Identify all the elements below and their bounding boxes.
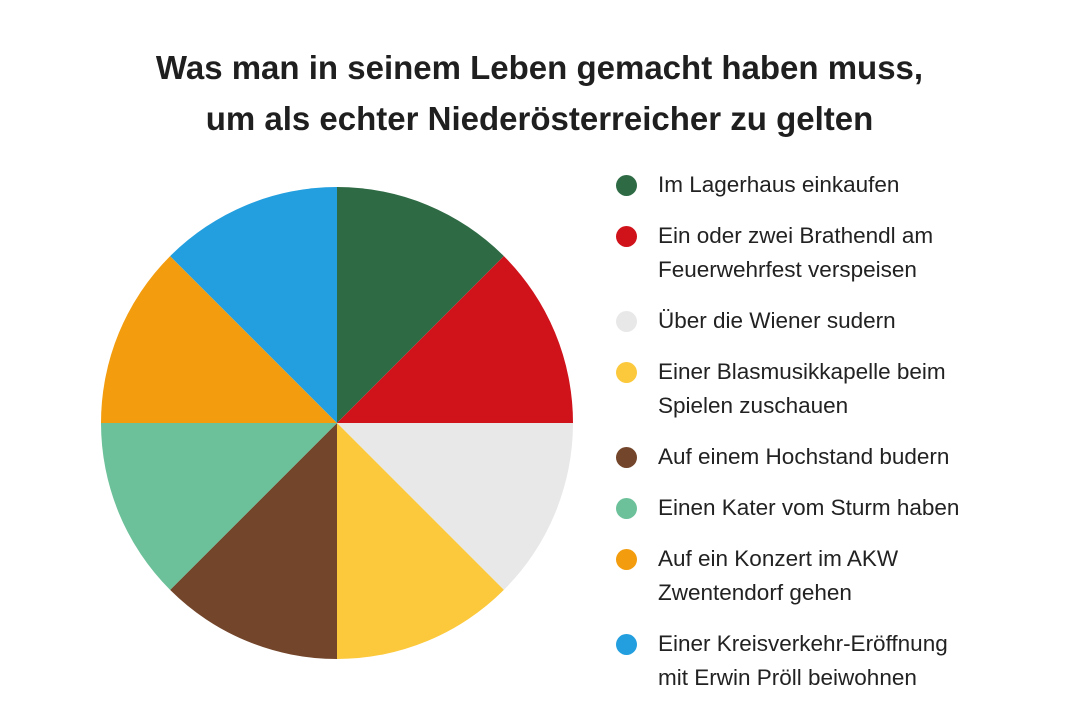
legend-label: Einer Blasmusikkapelle beim Spielen zusc… [658, 359, 946, 418]
pie-slice-lagerhaus [337, 187, 504, 423]
legend-label: Auf ein Konzert im AKW Zwentendorf gehen [658, 546, 899, 605]
legend-label: Auf einem Hochstand budern [658, 444, 950, 469]
pie-slice-kater [101, 423, 337, 590]
legend-label: Einen Kater vom Sturm haben [658, 495, 960, 520]
legend-swatch [616, 226, 637, 247]
legend-label: Ein oder zwei Brathendl am Feuerwehrfest… [658, 223, 934, 282]
chart-title: Was man in seinem Leben gemacht haben mu… [0, 42, 1079, 144]
legend-swatch [616, 498, 637, 519]
chart-legend: Im Lagerhaus einkaufen Ein oder zwei Bra… [616, 168, 1066, 712]
pie-slice-wiener [337, 423, 573, 590]
pie-slice-kreisverkehr [170, 187, 337, 423]
legend-item: Auf einem Hochstand budern [616, 440, 1066, 474]
legend-item: Einer Kreisverkehr-Eröffnung mit Erwin P… [616, 627, 1066, 695]
legend-item: Ein oder zwei Brathendl am Feuerwehrfest… [616, 219, 1066, 287]
legend-item: Einer Blasmusikkapelle beim Spielen zusc… [616, 355, 1066, 423]
legend-item: Im Lagerhaus einkaufen [616, 168, 1066, 202]
legend-label: Über die Wiener sudern [658, 308, 896, 333]
chart-title-line-1: Was man in seinem Leben gemacht haben mu… [155, 49, 924, 86]
legend-item: Einen Kater vom Sturm haben [616, 491, 1066, 525]
legend-swatch [616, 549, 637, 570]
legend-label: Einer Kreisverkehr-Eröffnung mit Erwin P… [658, 631, 948, 690]
pie-slice-konzert [101, 256, 337, 423]
legend-swatch [616, 311, 637, 332]
pie-slice-hochstand [170, 423, 337, 659]
legend-swatch [616, 362, 637, 383]
chart-title-line-2: um als echter Niederösterreicher zu gelt… [205, 100, 874, 137]
legend-swatch [616, 634, 637, 655]
legend-swatch [616, 447, 637, 468]
pie-slice-blasmusik [337, 423, 504, 659]
legend-label: Im Lagerhaus einkaufen [658, 172, 900, 197]
legend-item: Über die Wiener sudern [616, 304, 1066, 338]
pie-slice-brathendl [337, 256, 573, 423]
legend-swatch [616, 175, 637, 196]
legend-item: Auf ein Konzert im AKW Zwentendorf gehen [616, 542, 1066, 610]
